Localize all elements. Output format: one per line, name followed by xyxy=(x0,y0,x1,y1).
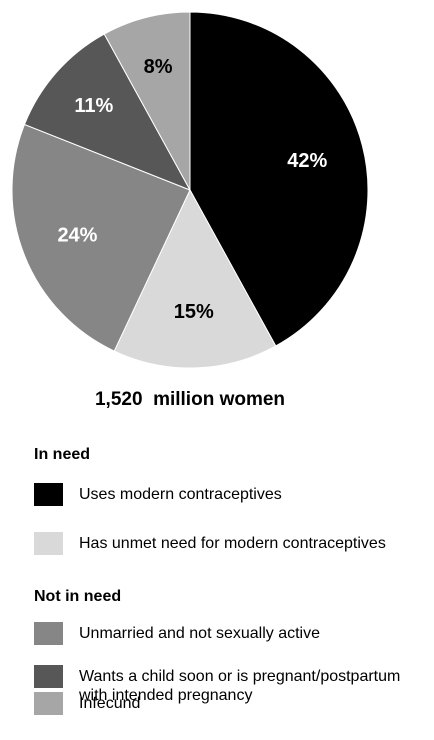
legend-group-title-in-need: In need xyxy=(34,446,91,463)
legend-item-unmet-need: Has unmet need for modern contraceptives xyxy=(34,532,419,555)
pie-slice xyxy=(103,11,191,191)
pie-slice-value-label: 15% xyxy=(174,301,214,323)
legend-swatch xyxy=(34,692,63,715)
legend-label: Uses modern contraceptives xyxy=(79,486,282,503)
chart-caption: 1,520 million women xyxy=(94,389,286,410)
pie-slice-value-label: 24% xyxy=(57,225,97,247)
legend-swatch xyxy=(34,665,63,688)
pie-slice-value-label: 8% xyxy=(144,56,173,78)
legend-label: Infecund xyxy=(79,695,141,712)
pie-slice xyxy=(113,188,277,369)
legend-item-uses-modern: Uses modern contraceptives xyxy=(34,483,419,506)
legend-label: Has unmet need for modern contraceptives xyxy=(79,535,386,552)
legend-swatch xyxy=(34,483,63,506)
pie-slice xyxy=(11,123,191,352)
pie-slice-value-label: 11% xyxy=(74,95,113,117)
legend-swatch xyxy=(34,622,63,645)
pie-slice xyxy=(23,33,192,191)
legend-item-wants-child: Wants a child soon or is pregnant/postpa… xyxy=(34,665,419,705)
legend-item-infecund: Infecund xyxy=(34,692,419,715)
legend-item-unmarried: Unmarried and not sexually active xyxy=(34,622,419,645)
legend-label: Wants a child soon or is pregnant/postpa… xyxy=(79,668,401,704)
pie-chart: 42% 15% 24% 11% 8% xyxy=(11,11,369,369)
pie-slice xyxy=(189,11,369,347)
legend-swatch xyxy=(34,532,63,555)
legend-label: Unmarried and not sexually active xyxy=(79,625,321,642)
pie-slice-value-label: 42% xyxy=(287,150,327,172)
legend-group-title-not-in-need: Not in need xyxy=(34,588,122,605)
